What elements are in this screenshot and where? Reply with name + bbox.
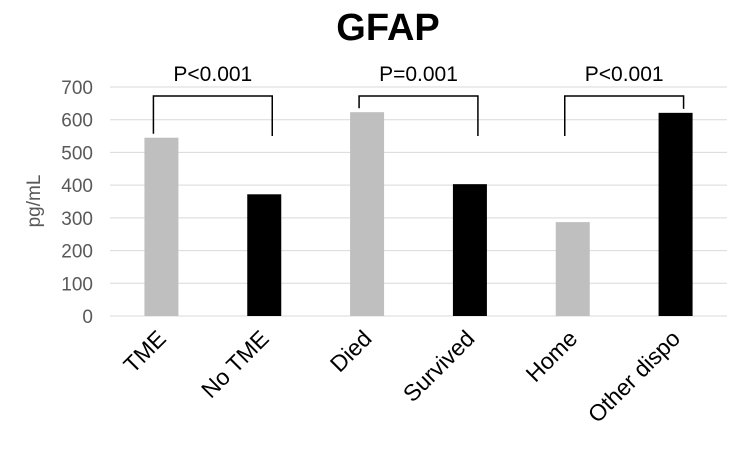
y-tick-label: 400 (61, 176, 93, 197)
x-tick-label: TME (118, 325, 171, 378)
gridlines (110, 86, 727, 317)
y-tick-label: 700 (61, 78, 93, 99)
significance-bracket (564, 95, 685, 136)
significance-bracket (358, 95, 479, 136)
p-value-label: P<0.001 (173, 63, 252, 86)
significance-bracket (152, 95, 273, 136)
bar-other-dispo (658, 112, 693, 316)
y-axis-label: pg/mL (24, 175, 45, 228)
y-tick-labels: 0 100 200 300 400 500 600 700 (61, 78, 93, 328)
bars (144, 112, 693, 316)
x-tick-label: Other dispo (583, 325, 685, 427)
x-tick-label: Home (521, 325, 583, 387)
bar-died (350, 112, 385, 316)
x-tick-labels: TME No TME Died Survived Home Other dispo (118, 325, 685, 427)
x-tick-label: No TME (196, 325, 274, 403)
y-tick-label: 600 (61, 111, 93, 132)
y-tick-label: 500 (61, 143, 93, 164)
bar-no-tme (247, 194, 282, 316)
y-tick-label: 0 (82, 307, 93, 328)
bar-survived (452, 184, 487, 316)
p-value-label: P<0.001 (585, 63, 664, 86)
y-tick-label: 200 (61, 242, 93, 263)
chart-title: GFAP (336, 7, 439, 49)
y-tick-label: 100 (61, 274, 93, 295)
y-tick-label: 300 (61, 209, 93, 230)
x-tick-label: Survived (398, 325, 480, 407)
p-value-label: P=0.001 (379, 63, 458, 86)
x-tick-label: Died (325, 325, 377, 377)
significance-annotations: P<0.001 P=0.001 P<0.001 (152, 63, 685, 136)
bar-tme (144, 137, 179, 316)
bar-home (555, 222, 590, 316)
